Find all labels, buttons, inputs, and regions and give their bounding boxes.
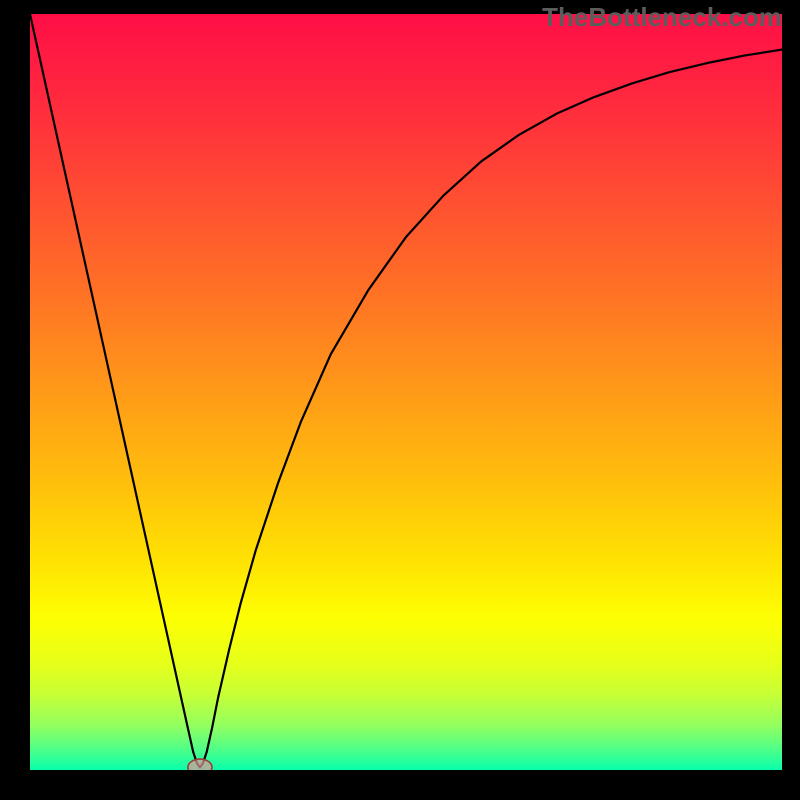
optimum-marker	[188, 759, 212, 770]
watermark-text: TheBottleneck.com	[542, 2, 782, 33]
heatmap-background	[30, 14, 782, 770]
plot-area	[30, 14, 782, 770]
figure-frame: TheBottleneck.com	[0, 0, 800, 800]
gradient-chart	[30, 14, 782, 770]
